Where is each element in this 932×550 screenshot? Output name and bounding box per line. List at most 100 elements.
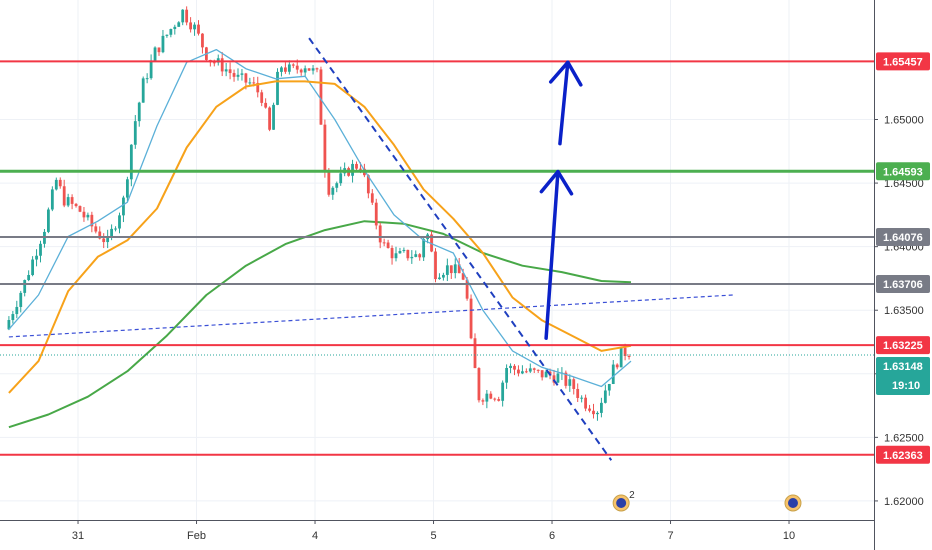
candle-body[interactable] bbox=[572, 379, 576, 389]
candle-body[interactable] bbox=[311, 68, 315, 71]
candle-body[interactable] bbox=[453, 264, 457, 274]
candle-body[interactable] bbox=[536, 369, 540, 371]
candle-body[interactable] bbox=[359, 168, 362, 170]
candle-body[interactable] bbox=[481, 400, 485, 402]
candle-body[interactable] bbox=[442, 274, 445, 278]
candle-body[interactable] bbox=[27, 275, 31, 281]
candle-body[interactable] bbox=[505, 367, 508, 383]
event-markers[interactable]: 2 bbox=[612, 490, 802, 512]
candle-body[interactable] bbox=[110, 228, 113, 237]
candle-body[interactable] bbox=[509, 365, 512, 368]
candle-body[interactable] bbox=[161, 35, 165, 53]
candle-body[interactable] bbox=[47, 209, 50, 232]
candle-body[interactable] bbox=[319, 69, 323, 125]
candle-body[interactable] bbox=[517, 369, 520, 374]
candle-body[interactable] bbox=[39, 243, 42, 256]
candle-body[interactable] bbox=[410, 256, 414, 259]
candle-body[interactable] bbox=[70, 197, 74, 204]
candle-body[interactable] bbox=[335, 183, 339, 188]
candle-body[interactable] bbox=[374, 202, 378, 226]
candle-body[interactable] bbox=[461, 273, 465, 280]
candle-body[interactable] bbox=[398, 251, 402, 254]
candle-body[interactable] bbox=[197, 24, 200, 34]
candle-body[interactable] bbox=[603, 390, 607, 403]
candle-body[interactable] bbox=[485, 393, 489, 402]
candle-body[interactable] bbox=[224, 69, 228, 72]
candle-body[interactable] bbox=[7, 320, 11, 330]
candle-body[interactable] bbox=[580, 397, 584, 399]
candlestick-series[interactable] bbox=[7, 6, 631, 421]
candle-body[interactable] bbox=[201, 33, 204, 48]
candle-body[interactable] bbox=[588, 408, 591, 411]
candle-body[interactable] bbox=[185, 9, 189, 23]
candle-body[interactable] bbox=[264, 102, 268, 108]
candle-body[interactable] bbox=[501, 382, 505, 401]
candle-body[interactable] bbox=[212, 62, 216, 64]
candle-body[interactable] bbox=[327, 171, 331, 195]
candle-body[interactable] bbox=[524, 371, 528, 373]
candle-body[interactable] bbox=[619, 347, 623, 368]
candle-body[interactable] bbox=[256, 82, 260, 93]
candle-body[interactable] bbox=[568, 379, 572, 386]
candle-body[interactable] bbox=[584, 397, 587, 409]
candle-body[interactable] bbox=[323, 124, 327, 172]
candle-body[interactable] bbox=[607, 383, 611, 391]
candle-body[interactable] bbox=[236, 74, 240, 77]
candle-body[interactable] bbox=[149, 60, 153, 79]
candle-body[interactable] bbox=[465, 279, 469, 299]
candle-body[interactable] bbox=[114, 228, 117, 230]
candle-body[interactable] bbox=[90, 214, 94, 227]
candle-body[interactable] bbox=[469, 298, 473, 339]
candle-body[interactable] bbox=[220, 58, 224, 72]
candle-body[interactable] bbox=[331, 187, 335, 195]
candle-body[interactable] bbox=[576, 388, 580, 398]
candle-body[interactable] bbox=[169, 29, 173, 35]
candle-body[interactable] bbox=[118, 215, 121, 229]
event-marker-2[interactable] bbox=[784, 494, 802, 512]
candle-body[interactable] bbox=[145, 78, 149, 80]
candle-body[interactable] bbox=[378, 225, 382, 243]
candle-body[interactable] bbox=[15, 306, 19, 315]
candle-body[interactable] bbox=[418, 254, 422, 258]
candle-body[interactable] bbox=[102, 238, 106, 243]
candle-body[interactable] bbox=[477, 368, 481, 401]
event-marker-1[interactable]: 2 bbox=[612, 490, 635, 512]
candle-body[interactable] bbox=[422, 239, 426, 258]
candle-body[interactable] bbox=[272, 104, 275, 130]
candle-body[interactable] bbox=[19, 292, 23, 307]
candle-body[interactable] bbox=[50, 189, 54, 210]
candle-body[interactable] bbox=[11, 314, 15, 321]
candle-body[interactable] bbox=[66, 197, 70, 206]
candle-body[interactable] bbox=[449, 265, 453, 274]
candle-body[interactable] bbox=[122, 197, 125, 216]
candle-body[interactable] bbox=[497, 399, 501, 401]
candle-body[interactable] bbox=[386, 242, 390, 249]
candle-body[interactable] bbox=[445, 265, 449, 275]
candle-body[interactable] bbox=[94, 226, 98, 232]
candle-body[interactable] bbox=[473, 338, 477, 369]
candle-body[interactable] bbox=[382, 242, 386, 244]
candle-body[interactable] bbox=[513, 365, 516, 370]
candle-body[interactable] bbox=[252, 82, 256, 84]
candle-body[interactable] bbox=[414, 254, 418, 257]
candle-body[interactable] bbox=[129, 144, 133, 180]
candle-body[interactable] bbox=[165, 34, 169, 36]
projection-arrow-lower[interactable] bbox=[539, 169, 574, 340]
candle-body[interactable] bbox=[287, 64, 291, 72]
candle-body[interactable] bbox=[141, 78, 145, 103]
candle-body[interactable] bbox=[307, 68, 311, 71]
candle-body[interactable] bbox=[552, 375, 556, 383]
candle-body[interactable] bbox=[106, 236, 110, 243]
candle-body[interactable] bbox=[592, 410, 595, 415]
candle-body[interactable] bbox=[615, 364, 619, 368]
candle-body[interactable] bbox=[268, 107, 271, 130]
candle-body[interactable] bbox=[596, 412, 599, 415]
projection-arrow-upper[interactable] bbox=[548, 60, 583, 146]
candle-body[interactable] bbox=[457, 264, 461, 274]
projection-arrows[interactable] bbox=[539, 60, 583, 340]
blue-dashed-downtrend[interactable] bbox=[308, 37, 613, 461]
candle-body[interactable] bbox=[244, 73, 248, 83]
candle-body[interactable] bbox=[126, 179, 129, 198]
candle-body[interactable] bbox=[31, 259, 34, 276]
candle-body[interactable] bbox=[137, 102, 141, 122]
